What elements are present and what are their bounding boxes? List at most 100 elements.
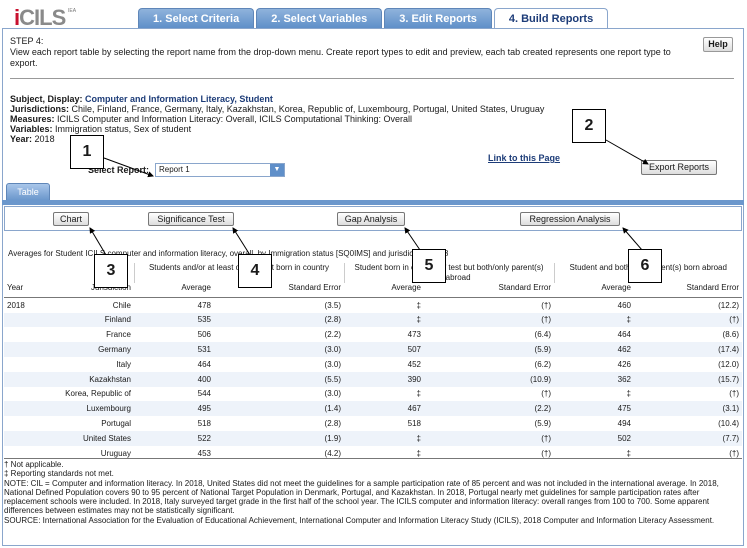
cell-standard-error: (10.9) (530, 374, 551, 384)
tab-select-variables[interactable]: 2. Select Variables (256, 8, 383, 28)
cell-average: 473 (407, 330, 421, 340)
cell-standard-error: (1.4) (324, 404, 341, 414)
chevron-down-icon[interactable]: ▼ (270, 164, 284, 176)
cell-standard-error: (4.2) (324, 448, 341, 458)
col-standard-error: Standard Error (424, 283, 554, 299)
cell-jurisdiction: Finland (104, 315, 131, 325)
cell-average: ‡ (416, 433, 421, 443)
cell-standard-error: (†) (541, 300, 551, 310)
table-row: Uruguay 453 (4.2) ‡ (†) ‡ (†) (4, 446, 742, 461)
cell-average: ‡ (416, 448, 421, 458)
tab-build-reports[interactable]: 4. Build Reports (493, 8, 609, 29)
table-row: France 506 (2.2) 473 (6.4) 464 (8.6) (4, 327, 742, 342)
column-header-row: Year Jurisdiction Average Standard Error… (4, 283, 742, 299)
tab-select-criteria[interactable]: 1. Select Criteria (138, 8, 255, 28)
table-row: Korea, Republic of 544 (3.0) ‡ (†) ‡ (†) (4, 387, 742, 402)
table-row: United States 522 (1.9) ‡ (†) 502 (7.7) (4, 430, 742, 446)
col-standard-error: Standard Error (634, 283, 742, 299)
gap-analysis-button[interactable]: Gap Analysis (337, 212, 405, 226)
cell-standard-error: (3.0) (324, 389, 341, 399)
cell-standard-error: (6.2) (534, 359, 551, 369)
chart-button[interactable]: Chart (53, 212, 89, 226)
cell-standard-error: (3.1) (722, 404, 739, 414)
cell-standard-error: (2.8) (324, 419, 341, 429)
table-row: Italy 464 (3.0) 452 (6.2) 426 (12.0) (4, 357, 742, 372)
cell-year (4, 431, 44, 446)
year-value: 2018 (34, 134, 55, 144)
table-row: Finland 535 (2.8) ‡ (†) ‡ (†) (4, 312, 742, 328)
cell-average: ‡ (416, 389, 421, 399)
cell-average: 467 (407, 404, 421, 414)
subject-value: Computer and Information Literacy, Stude… (85, 94, 273, 104)
step-description: View each report table by selecting the … (10, 47, 671, 68)
cell-standard-error: (10.4) (718, 419, 739, 429)
logo-subtext: IEA (68, 8, 77, 14)
cell-standard-error: (5.9) (534, 345, 551, 355)
cell-average: 518 (407, 419, 421, 429)
cell-standard-error: (2.8) (324, 315, 341, 325)
regression-analysis-button[interactable]: Regression Analysis (520, 212, 620, 226)
table-row: Germany 531 (3.0) 507 (5.9) 462 (17.4) (4, 342, 742, 357)
cell-jurisdiction: Italy (116, 359, 131, 369)
cell-average: ‡ (626, 315, 631, 325)
cell-standard-error: (3.5) (324, 300, 341, 310)
group-header: Student born in country of test but both… (343, 263, 554, 283)
subject-label: Subject, Display: (10, 94, 83, 104)
variables-value: Immigration status, Sex of student (55, 124, 192, 134)
build-reports-panel (2, 28, 744, 546)
cell-jurisdiction: Luxembourg (86, 404, 131, 414)
cell-jurisdiction: Chile (112, 300, 131, 310)
cell-jurisdiction: Kazakhstan (89, 374, 131, 384)
cell-standard-error: (17.4) (718, 345, 739, 355)
cell-average: ‡ (626, 448, 631, 458)
wizard-tabs: 1. Select Criteria 2. Select Variables 3… (138, 8, 609, 29)
table-row: Luxembourg 495 (1.4) 467 (2.2) 475 (3.1) (4, 401, 742, 417)
cell-standard-error: (12.2) (718, 300, 739, 310)
measures-value: ICILS Computer and Information Literacy:… (57, 114, 413, 124)
table-row: 2018 Chile 478 (3.5) ‡ (†) 460 (12.2) (4, 298, 742, 313)
note-line: ‡ Reporting standards not met. (4, 469, 114, 479)
cell-standard-error: (†) (729, 448, 739, 458)
cell-average: 475 (617, 404, 631, 414)
tab-bar (2, 200, 744, 205)
callout-1: 1 (70, 135, 104, 169)
cell-year (4, 401, 44, 416)
cell-year (4, 372, 44, 387)
tab-edit-reports[interactable]: 3. Edit Reports (384, 8, 492, 28)
cell-standard-error: (8.6) (722, 330, 739, 340)
col-average: Average (134, 283, 214, 299)
significance-test-button[interactable]: Significance Test (148, 212, 234, 226)
cell-standard-error: (†) (541, 389, 551, 399)
callout-4: 4 (238, 254, 272, 288)
callout-5: 5 (412, 249, 446, 283)
cell-standard-error: (3.0) (324, 359, 341, 369)
link-to-this-page[interactable]: Link to this Page (488, 153, 561, 163)
cell-year (4, 342, 44, 357)
results-table: Students and/or at least one parent born… (4, 263, 742, 461)
cell-average: 531 (197, 345, 211, 355)
select-report-value: Report 1 (159, 165, 190, 174)
col-standard-error: Standard Error (214, 283, 344, 299)
callout-3: 3 (94, 254, 128, 288)
cell-standard-error: (2.2) (324, 330, 341, 340)
col-average: Average (554, 283, 634, 299)
export-reports-button[interactable]: Export Reports (641, 160, 717, 175)
cell-average: 390 (407, 374, 421, 384)
cell-average: 502 (617, 433, 631, 443)
help-button[interactable]: Help (703, 37, 733, 52)
note-line: NOTE: CIL = Computer and information lit… (4, 478, 719, 516)
cell-average: ‡ (626, 389, 631, 399)
jurisdictions-value: Chile, Finland, France, Germany, Italy, … (71, 104, 545, 114)
cell-average: ‡ (416, 315, 421, 325)
cell-standard-error: (15.7) (718, 374, 739, 384)
callout-6: 6 (628, 249, 662, 283)
select-report-dropdown[interactable]: Report 1 ▼ (155, 163, 285, 177)
divider (10, 78, 734, 79)
col-average: Average (344, 283, 424, 299)
cell-average: 478 (197, 300, 211, 310)
cell-average: 494 (617, 419, 631, 429)
cell-average: 544 (197, 389, 211, 399)
cell-year (4, 327, 44, 342)
cell-standard-error: (7.7) (722, 433, 739, 443)
tab-table[interactable]: Table (6, 183, 50, 201)
